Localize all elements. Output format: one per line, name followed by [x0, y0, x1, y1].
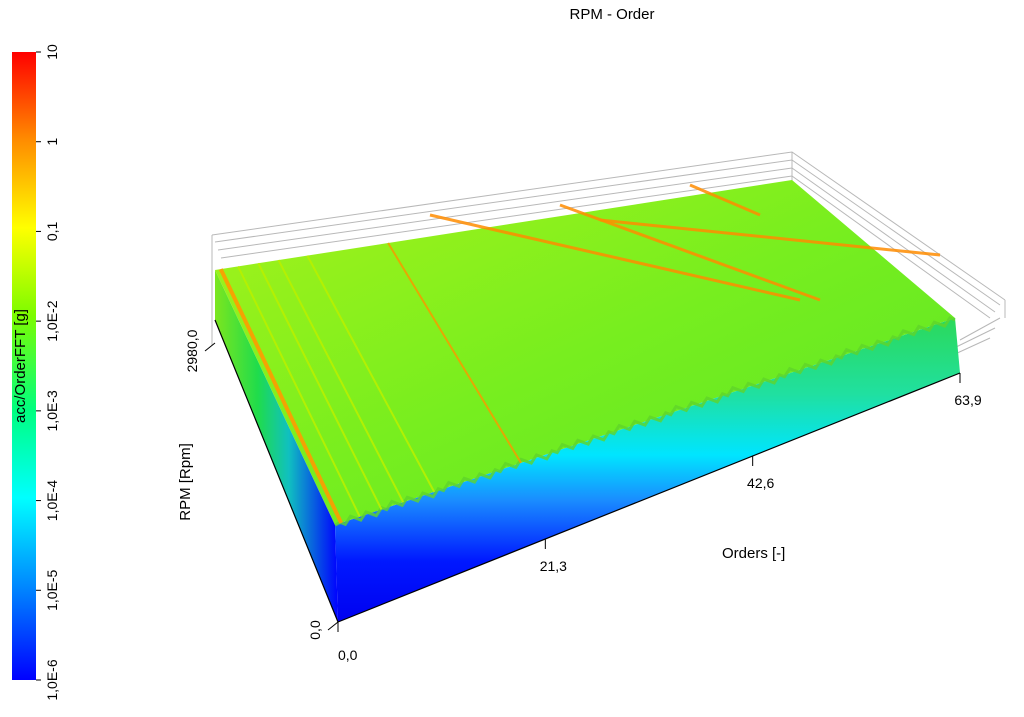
colorbar-tick-label: 1,0E-3: [44, 390, 60, 431]
order-ridge: [387, 242, 522, 464]
colorbar-tick-label: 10: [44, 44, 60, 60]
colorbar-tick-label: 1,0E-5: [44, 569, 60, 610]
resonance-ridge: [599, 218, 941, 257]
x-tick-label: 42,6: [747, 475, 774, 491]
order-ridge: [306, 255, 436, 493]
order-ridge: [218, 268, 344, 524]
surface-left-side: [215, 270, 338, 622]
resonance-ridge: [429, 213, 801, 302]
colorbar-tick-label: 1: [44, 138, 60, 146]
chart-title: RPM - Order: [569, 6, 655, 23]
x-axis-label: Orders [-]: [722, 545, 785, 562]
surface-top: [215, 180, 955, 525]
order-ridge: [237, 265, 361, 518]
x-axis-line: [337, 372, 961, 623]
resonance-ridge: [689, 183, 761, 217]
colorbar-label: acc/OrderFFT [g]: [12, 309, 29, 423]
x-tick-label: 0,0: [338, 647, 358, 663]
axes: [214, 319, 961, 623]
colorbar-tick-label: 1,0E-6: [44, 659, 60, 700]
colorbar: 10 1 0,1 1,0E-2 1,0E-3 1,0E-4 1,0E-5 1,0E-6 acc…: [12, 44, 60, 701]
surface-noise-edge: [334, 316, 956, 527]
y-tick-label: 2980,0: [184, 329, 200, 372]
y-ticks: 0,0 2980,0: [184, 329, 339, 640]
surface-front-side: [335, 318, 960, 622]
x-tick-label: 21,3: [540, 558, 567, 574]
y-axis-label: RPM [Rpm]: [177, 443, 194, 521]
surface: [215, 180, 960, 622]
x-ticks: 0,0 21,3 42,6 63,9: [337, 373, 982, 663]
y-axis-line: [214, 319, 339, 623]
colorbar-tick-label: 1,0E-4: [44, 480, 60, 521]
y-tick-label: 0,0: [307, 620, 323, 640]
x-tick-label: 63,9: [954, 392, 981, 408]
y-tick-mark: [327, 621, 339, 631]
colorbar-tick-label: 1,0E-2: [44, 300, 60, 341]
order-ridge: [257, 262, 383, 510]
y-tick-mark: [204, 342, 216, 352]
colorbar-gradient: [12, 52, 36, 680]
colorbar-tick-label: 0,1: [44, 221, 60, 241]
order-ridge: [277, 259, 405, 503]
